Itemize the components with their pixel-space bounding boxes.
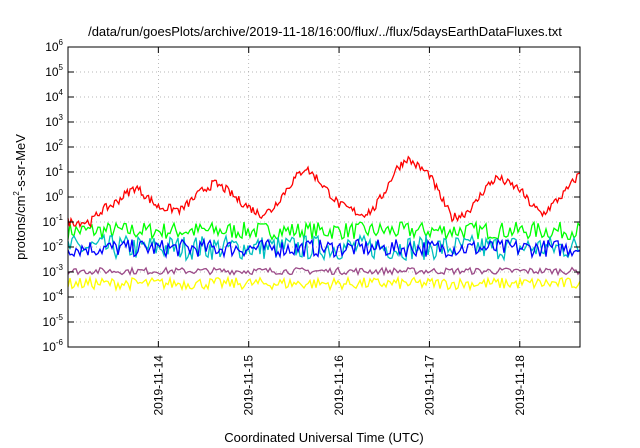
chart-title: /data/run/goesPlots/archive/2019-11-18/1… <box>88 24 562 39</box>
series-lines <box>67 155 581 292</box>
series-line-5 <box>67 275 581 292</box>
grid-lines <box>68 47 580 347</box>
y-tick-label: 106 <box>45 38 63 54</box>
y-axis-label-sup: 2 <box>12 191 21 196</box>
x-tick-label: 2019-11-16 <box>332 355 346 416</box>
series-line-4 <box>67 265 581 277</box>
y-tick-label: 100 <box>45 188 63 204</box>
y-tick-label: 10-4 <box>43 288 64 304</box>
series-line-3 <box>67 237 581 260</box>
x-axis-label: Coordinated Universal Time (UTC) <box>224 430 423 445</box>
y-tick-label: 102 <box>45 138 63 154</box>
y-axis-label-rest: -s-sr-MeV <box>13 134 28 191</box>
axis-ticks: 10-6 10-5 10-4 10-3 10-2 10-1 100 101 102 103 104 1… <box>43 38 580 416</box>
y-tick-label: 10-1 <box>43 213 64 229</box>
series-line-2 <box>67 233 581 262</box>
x-tick-label: 2019-11-15 <box>242 355 256 416</box>
x-tick-label: 2019-11-18 <box>513 355 527 416</box>
y-tick-label: 101 <box>45 163 63 179</box>
x-tick-label: 2019-11-17 <box>422 355 436 416</box>
y-tick-label: 10-2 <box>43 238 64 254</box>
series-line-0 <box>67 155 581 229</box>
y-tick-label: 10-6 <box>43 338 64 354</box>
plot-border <box>67 46 581 348</box>
series-line-1 <box>67 220 581 242</box>
y-tick-label: 10-3 <box>43 263 64 279</box>
y-tick-label: 104 <box>45 88 63 104</box>
y-tick-label: 105 <box>45 63 63 79</box>
y-axis-label: protons/cm2-s-sr-MeV <box>12 134 28 260</box>
x-tick-label: 2019-11-14 <box>151 355 165 416</box>
y-axis-label-base: protons/cm <box>13 196 28 260</box>
y-tick-label: 10-5 <box>43 313 64 329</box>
y-tick-label: 103 <box>45 113 63 129</box>
